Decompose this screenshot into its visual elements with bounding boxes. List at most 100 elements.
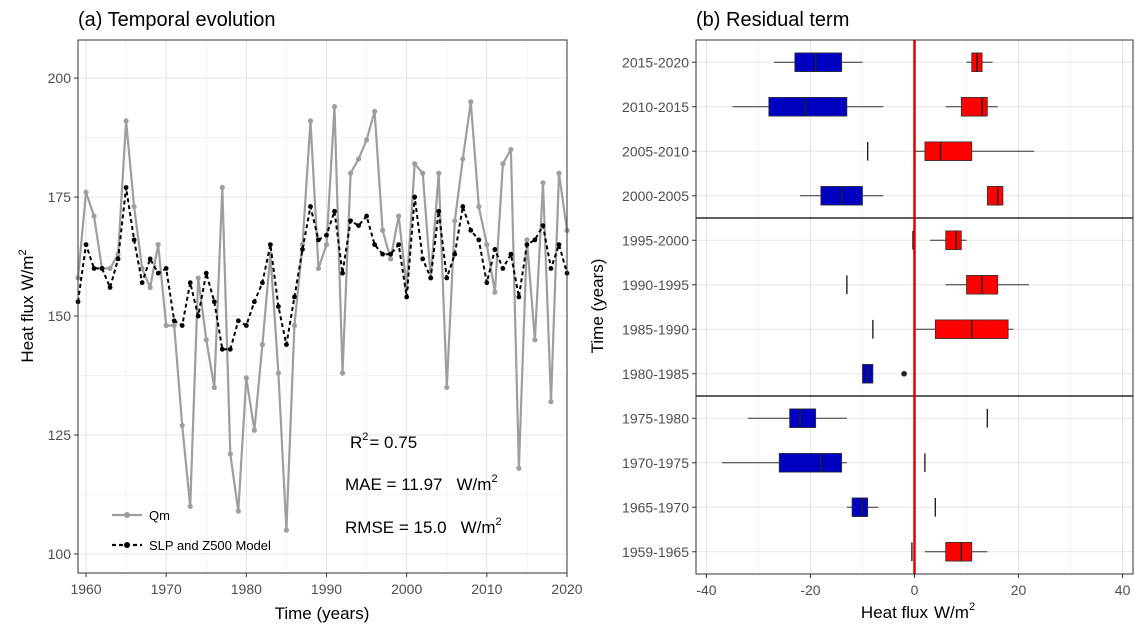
model-point (123, 185, 129, 190)
box-body (945, 542, 973, 562)
model-point (115, 256, 121, 262)
legend-item-model: SLP and Z500 Model (112, 538, 271, 553)
box-body (945, 230, 962, 250)
category-label: 1970-1975 (622, 455, 689, 471)
model-point (468, 227, 474, 233)
category-label: 1995-2000 (622, 232, 689, 248)
model-point (171, 318, 177, 324)
qm-point (444, 384, 450, 391)
model-point (548, 266, 554, 271)
panel-b-y-axis-label: Time (years) (588, 259, 607, 354)
x-tick-label: 2010 (471, 581, 502, 597)
model-point (227, 346, 233, 352)
box-outlier (901, 370, 907, 377)
model-point (412, 194, 418, 200)
model-point (484, 280, 490, 286)
qm-point (355, 156, 362, 162)
model-point (243, 323, 249, 328)
model-point (556, 242, 562, 248)
qm-point (476, 203, 482, 210)
qm-point (195, 275, 201, 281)
box-body (960, 97, 988, 117)
x-tick-label: 2000 (391, 581, 422, 597)
panel-a-temporal-evolution: (a) Temporal evolution 1960 1970 1980 1990 2… (17, 9, 583, 623)
panel-a-y-label-sup: 2 (17, 249, 29, 255)
legend-model-label: SLP and Z500 Model (149, 538, 271, 553)
box-body (794, 52, 843, 72)
model-point (436, 208, 442, 214)
qm-point (468, 99, 474, 105)
qm-point (532, 337, 538, 343)
model-point (187, 280, 193, 286)
box-body (986, 186, 1004, 206)
panel-a-x-axis-label: Time (years) (275, 604, 370, 623)
qm-point (131, 203, 137, 210)
category-label: 1990-1995 (622, 277, 689, 293)
category-label: 1965-1970 (622, 499, 689, 515)
x-tick-label: -20 (800, 582, 820, 598)
panel-b-x-label-main: Heat flux (861, 603, 929, 622)
model-point (211, 299, 217, 305)
qm-point (107, 265, 113, 272)
model-point (364, 213, 369, 219)
qm-point (187, 503, 193, 509)
model-point (348, 218, 353, 224)
qm-point (347, 170, 354, 176)
panel-a-title: (a) Temporal evolution (78, 9, 276, 31)
qm-point (331, 104, 338, 110)
panel-a-legend: Qm SLP and Z500 Model (112, 508, 271, 553)
model-point (83, 242, 89, 248)
panel-b-boxes (696, 40, 1133, 574)
qm-point (203, 337, 209, 343)
qm-point (516, 465, 522, 471)
x-tick-label: 20 (1011, 582, 1027, 598)
qm-point (91, 213, 97, 219)
box-body (768, 97, 848, 117)
qm-point (540, 180, 546, 186)
model-point (444, 275, 450, 281)
qm-point (307, 118, 314, 124)
mae-text: MAE = 11.97 (345, 475, 443, 494)
legend-item-qm: Qm (112, 508, 170, 523)
qm-point (179, 422, 185, 429)
qm-point (219, 184, 225, 191)
category-label: 1985-1990 (622, 321, 689, 337)
qm-point (508, 146, 514, 153)
model-point (332, 208, 337, 214)
box-body (851, 497, 869, 517)
rmse-unit-sup: 2 (496, 516, 502, 528)
panel-a-ticks: 1960 1970 1980 1990 2000 2010 2020 100 125 150 175… (48, 70, 583, 597)
qm-point (139, 265, 145, 272)
model-point (235, 318, 241, 324)
qm-point (227, 451, 233, 457)
category-label: 2005-2010 (622, 143, 689, 159)
model-point (524, 242, 530, 248)
y-tick-label: 125 (48, 427, 72, 443)
model-point (516, 294, 522, 300)
qm-point (492, 289, 498, 295)
model-point (324, 232, 329, 238)
panel-a-y-label-unit: W/m (18, 256, 37, 291)
qm-point (452, 218, 458, 224)
qm-point (484, 242, 490, 248)
model-point (155, 270, 161, 276)
model-point (340, 270, 345, 276)
panel-a-frame (77, 39, 568, 574)
model-point (91, 266, 97, 271)
category-label: 2010-2015 (622, 99, 689, 115)
panel-a-grid (78, 40, 568, 573)
category-label: 1980-1985 (622, 366, 689, 382)
qm-point (524, 237, 530, 243)
model-point (356, 223, 361, 228)
box-body (778, 453, 843, 473)
r2-sup: 2 (362, 431, 368, 443)
series-qm-line (76, 100, 569, 532)
model-point (540, 223, 546, 228)
qm-point (556, 170, 562, 176)
box-body (924, 141, 973, 161)
model-point (476, 237, 482, 243)
model-point (396, 242, 402, 248)
qm-point (363, 137, 370, 143)
model-point (259, 280, 265, 286)
